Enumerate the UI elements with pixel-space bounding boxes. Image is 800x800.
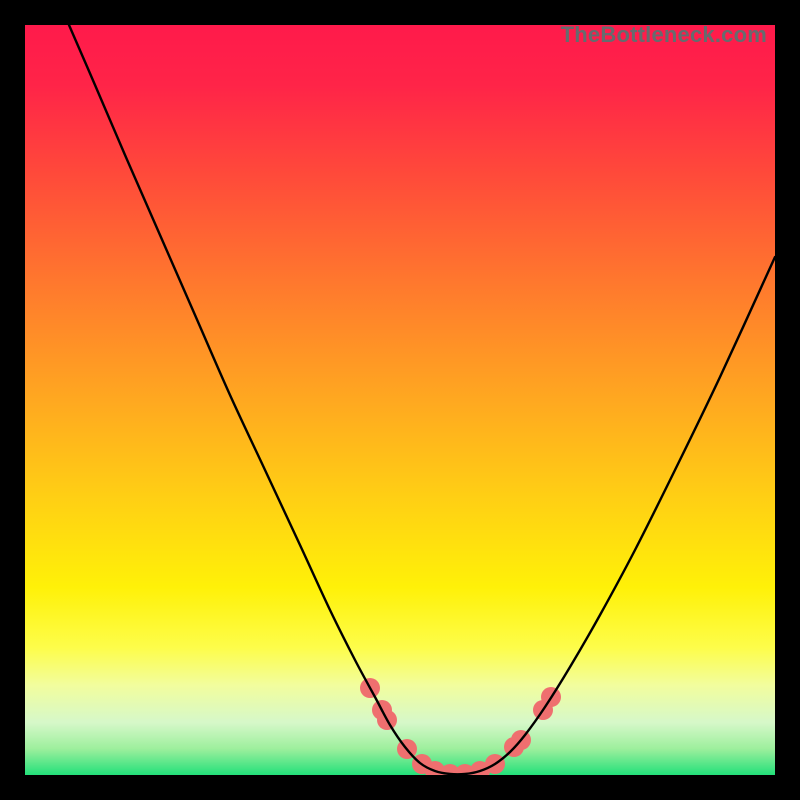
bottleneck-curve <box>69 25 775 774</box>
watermark-text: TheBottleneck.com <box>561 22 767 48</box>
chart-svg <box>0 0 800 800</box>
